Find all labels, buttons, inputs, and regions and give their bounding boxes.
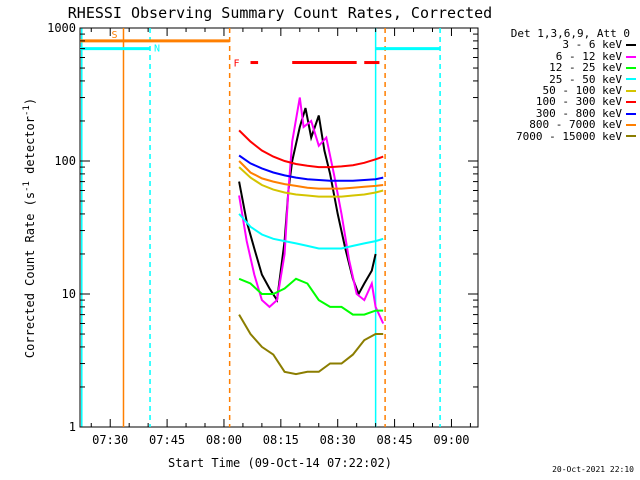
x-tick-label: 09:00 <box>433 433 469 447</box>
legend-swatch <box>626 123 636 126</box>
plot-frame <box>79 27 479 428</box>
event-bar-label: S <box>111 30 117 41</box>
series-line <box>238 97 385 324</box>
legend-entry: 3 - 6 keV <box>478 38 636 52</box>
legend-label: 300 - 800 keV <box>535 106 622 120</box>
series-line <box>238 277 384 316</box>
chart-title: RHESSI Observing Summary Count Rates, Co… <box>68 4 492 22</box>
legend-swatch <box>626 55 636 58</box>
legend-entry: 25 - 50 keV <box>478 72 636 86</box>
x-tick-label: 07:30 <box>92 433 128 447</box>
series-line <box>238 154 384 182</box>
legend-label: 50 - 100 keV <box>542 84 622 98</box>
x-axis-label: Start Time (09-Oct-14 07:22:02) <box>168 456 392 470</box>
legend-swatch <box>626 112 636 115</box>
legend-swatch <box>626 44 636 47</box>
y-tick-label: 10 <box>62 287 76 301</box>
legend-label: 3 - 6 keV <box>562 38 622 52</box>
legend-entry: 800 - 7000 keV <box>478 118 636 132</box>
x-tick-label: 07:45 <box>149 433 185 447</box>
series-line <box>238 107 377 303</box>
y-tick-label: 100 <box>54 154 76 168</box>
event-bar-label: F <box>233 59 239 70</box>
legend-entry: 12 - 25 keV <box>478 61 636 75</box>
x-tick-label: 08:45 <box>377 433 413 447</box>
legend-entry: 6 - 12 keV <box>478 49 636 63</box>
legend-swatch <box>626 89 636 92</box>
legend-entry: 7000 - 15000 keV <box>478 129 636 143</box>
footer-timestamp: 20-Oct-2021 22:10 <box>552 465 634 474</box>
legend: Det 1,3,6,9, Att 0 3 - 6 keV 6 - 12 keV 12… <box>478 28 636 142</box>
legend-title: Det 1,3,6,9, Att 0 <box>510 27 630 40</box>
y-tick-label: 1000 <box>47 21 76 35</box>
legend-swatch <box>626 66 636 69</box>
legend-label: 25 - 50 keV <box>549 72 622 86</box>
legend-entry: 100 - 300 keV <box>478 95 636 109</box>
legend-label: 7000 - 15000 keV <box>516 129 622 143</box>
series-line <box>238 213 384 250</box>
legend-swatch <box>626 101 636 104</box>
series-line <box>238 314 384 376</box>
legend-swatch <box>626 135 636 138</box>
series-line <box>238 160 384 190</box>
legend-entry: 300 - 800 keV <box>478 106 636 120</box>
legend-label: 100 - 300 keV <box>535 95 622 109</box>
series-line <box>238 129 384 169</box>
legend-label: 800 - 7000 keV <box>529 118 622 132</box>
x-tick-label: 08:15 <box>263 433 299 447</box>
x-tick-label: 08:00 <box>206 433 242 447</box>
event-bar-label: N <box>154 44 160 55</box>
legend-entry: 50 - 100 keV <box>478 85 636 96</box>
legend-swatch <box>626 78 636 81</box>
y-tick-label: 1 <box>69 420 76 434</box>
series-line <box>238 166 384 198</box>
legend-label: 6 - 12 keV <box>555 49 622 63</box>
y-axis-label: Corrected Count Rate (s-1 detector-1) <box>22 98 37 358</box>
legend-label: 12 - 25 keV <box>549 61 622 75</box>
x-tick-label: 08:30 <box>320 433 356 447</box>
